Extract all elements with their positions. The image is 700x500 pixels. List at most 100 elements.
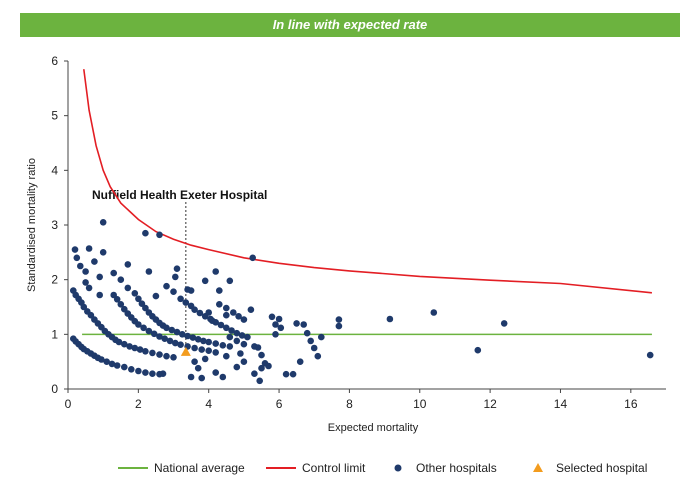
- other-hospital-point: [258, 351, 265, 359]
- other-hospital-point: [113, 362, 121, 369]
- other-hospital-point: [98, 356, 105, 363]
- legend-selected-hospital-swatch: [533, 463, 543, 472]
- other-hospital-point: [173, 265, 181, 273]
- other-hospital-point: [307, 337, 315, 345]
- other-hospital-point: [430, 309, 438, 316]
- chart-banner: In line with expected rate: [20, 13, 680, 37]
- other-hospital-point: [131, 344, 139, 352]
- other-hospital-point: [163, 282, 170, 290]
- other-hospital-point: [282, 370, 290, 378]
- other-hospital-point: [258, 364, 265, 372]
- other-hospital-point: [142, 369, 149, 376]
- other-hospital-point: [226, 277, 234, 285]
- other-hospital-point: [145, 327, 153, 335]
- legend-national-average-label: National average: [154, 461, 245, 475]
- x-tick-label: 10: [413, 397, 427, 411]
- other-hospital-point: [191, 306, 198, 314]
- other-hospital-point: [99, 219, 107, 226]
- other-hospital-point: [121, 363, 128, 371]
- other-hospital-point: [108, 360, 116, 368]
- other-hospital-point: [219, 373, 227, 381]
- y-tick-label: 3: [51, 218, 58, 232]
- other-hospital-point: [212, 268, 219, 275]
- other-hospital-point: [256, 377, 264, 385]
- other-hospital-point: [136, 346, 144, 353]
- other-hospital-point: [166, 337, 174, 345]
- other-hospital-point: [124, 261, 132, 268]
- other-hospital-point: [300, 321, 308, 328]
- other-hospital-point: [138, 300, 146, 308]
- other-hospital-point: [223, 352, 230, 360]
- other-hospital-point: [184, 286, 191, 293]
- other-hospital-point: [159, 370, 167, 378]
- other-hospital-point: [289, 370, 297, 378]
- other-hospital-point: [251, 370, 258, 378]
- other-hospital-point: [96, 273, 103, 281]
- legend-other-hospitals-label: Other hospitals: [416, 461, 497, 475]
- other-hospital-point: [194, 336, 202, 343]
- other-hospital-point: [103, 358, 110, 366]
- other-hospital-point: [223, 324, 230, 332]
- other-hospital-point: [310, 344, 318, 352]
- other-hospital-point: [187, 373, 195, 381]
- other-hospital-point: [191, 358, 198, 366]
- other-hospital-point: [82, 268, 89, 275]
- other-hospital-point: [126, 343, 133, 350]
- other-hospital-point: [135, 367, 142, 375]
- other-hospital-point: [201, 277, 209, 285]
- other-hospital-point: [145, 268, 153, 275]
- other-hospital-point: [170, 288, 177, 296]
- other-hospital-point: [386, 315, 394, 323]
- other-hospital-point: [177, 295, 184, 303]
- other-hospital-point: [182, 299, 190, 306]
- other-hospital-point: [156, 231, 163, 239]
- x-tick-label: 4: [205, 397, 212, 411]
- other-hospital-point: [177, 341, 184, 349]
- legend-selected-hospital-label: Selected hospital: [556, 461, 647, 475]
- y-tick-label: 1: [51, 327, 58, 341]
- other-hospital-point: [335, 316, 343, 323]
- other-hospital-point: [240, 340, 248, 348]
- other-hospital-point: [275, 315, 283, 323]
- other-hospital-point: [212, 369, 219, 376]
- other-hospital-point: [117, 301, 125, 308]
- x-tick-label: 8: [346, 397, 353, 411]
- other-hospital-point: [207, 315, 214, 323]
- other-hospital-point: [277, 324, 285, 332]
- other-hospital-point: [254, 344, 262, 351]
- other-hospital-point: [96, 291, 103, 299]
- other-hospital-point: [247, 306, 255, 314]
- other-hospital-point: [189, 334, 197, 341]
- x-tick-label: 14: [554, 397, 568, 411]
- other-hospital-point: [226, 333, 234, 341]
- other-hospital-point: [113, 296, 121, 303]
- other-hospital-point: [240, 358, 248, 366]
- other-hospital-point: [244, 333, 251, 341]
- y-tick-label: 5: [51, 109, 58, 123]
- other-hospital-point: [135, 295, 142, 303]
- other-hospital-point: [216, 301, 223, 308]
- other-hospital-point: [200, 337, 207, 345]
- other-hospital-point: [121, 340, 128, 348]
- other-hospital-point: [474, 346, 482, 354]
- other-hospital-point: [149, 349, 156, 357]
- other-hospital-point: [71, 246, 79, 253]
- other-hospital-point: [223, 311, 230, 319]
- other-hospital-point: [172, 339, 179, 347]
- y-axis-title: Standardised mortality ratio: [26, 158, 38, 292]
- other-hospital-point: [233, 329, 241, 337]
- other-hospital-point: [226, 343, 234, 350]
- other-hospital-point: [142, 348, 149, 355]
- other-hospital-point: [303, 329, 311, 337]
- other-hospital-point: [85, 245, 93, 252]
- other-hospital-point: [272, 331, 279, 338]
- other-hospital-point: [212, 340, 219, 347]
- other-hospital-point: [318, 333, 325, 341]
- other-hospital-point: [91, 258, 98, 265]
- legend: National average Control limit Other hos…: [118, 461, 647, 475]
- other-hospital-point: [296, 358, 304, 366]
- other-hospital-point: [99, 249, 107, 256]
- other-hospital-point: [172, 273, 179, 281]
- other-hospital-point: [198, 346, 205, 353]
